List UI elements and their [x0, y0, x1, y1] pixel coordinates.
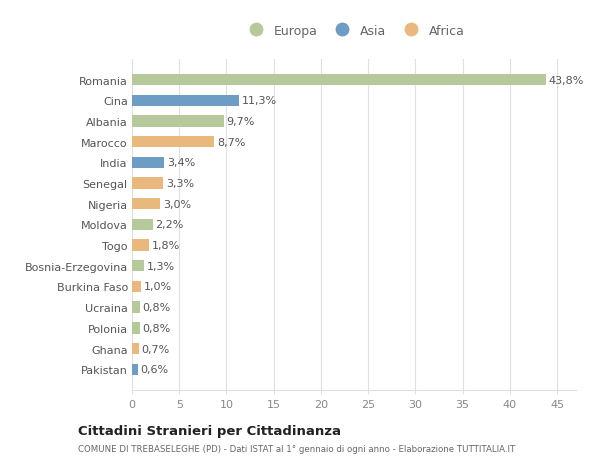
- Bar: [132, 261, 144, 272]
- Text: 3,0%: 3,0%: [163, 199, 191, 209]
- Bar: [132, 240, 149, 251]
- Text: 8,7%: 8,7%: [217, 137, 245, 147]
- Bar: [132, 116, 224, 127]
- Text: 0,8%: 0,8%: [142, 323, 170, 333]
- Text: COMUNE DI TREBASELEGHE (PD) - Dati ISTAT al 1° gennaio di ogni anno - Elaborazio: COMUNE DI TREBASELEGHE (PD) - Dati ISTAT…: [78, 444, 515, 453]
- Text: 1,3%: 1,3%: [147, 261, 175, 271]
- Bar: [132, 343, 139, 354]
- Bar: [132, 75, 546, 86]
- Bar: [132, 302, 140, 313]
- Legend: Europa, Asia, Africa: Europa, Asia, Africa: [239, 20, 470, 43]
- Text: 0,7%: 0,7%: [142, 344, 170, 354]
- Text: 0,8%: 0,8%: [142, 302, 170, 313]
- Text: Cittadini Stranieri per Cittadinanza: Cittadini Stranieri per Cittadinanza: [78, 425, 341, 437]
- Text: 3,3%: 3,3%: [166, 179, 194, 189]
- Text: 43,8%: 43,8%: [548, 75, 584, 85]
- Text: 3,4%: 3,4%: [167, 158, 195, 168]
- Bar: [132, 157, 164, 168]
- Text: 2,2%: 2,2%: [155, 220, 184, 230]
- Bar: [132, 199, 160, 210]
- Text: 0,6%: 0,6%: [140, 364, 169, 375]
- Bar: [132, 178, 163, 189]
- Bar: [132, 364, 137, 375]
- Bar: [132, 323, 140, 334]
- Bar: [132, 95, 239, 106]
- Bar: [132, 219, 153, 230]
- Text: 1,0%: 1,0%: [144, 282, 172, 292]
- Text: 11,3%: 11,3%: [242, 96, 277, 106]
- Text: 1,8%: 1,8%: [152, 241, 180, 251]
- Bar: [132, 137, 214, 148]
- Bar: [132, 281, 142, 292]
- Text: 9,7%: 9,7%: [226, 117, 255, 127]
